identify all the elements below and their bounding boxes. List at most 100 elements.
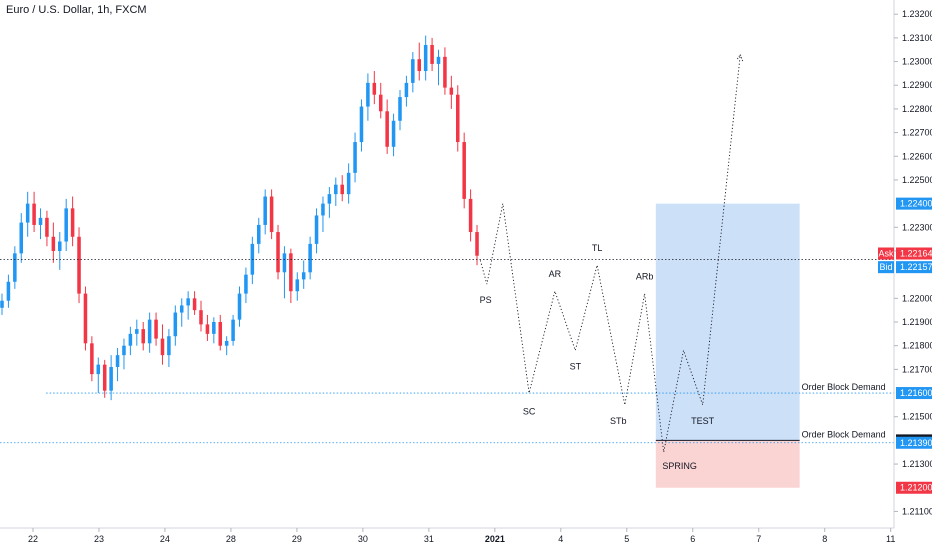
annotation-ps: PS (480, 295, 492, 305)
candle (192, 291, 197, 315)
candle (0, 293, 4, 315)
candle (404, 75, 409, 107)
stop-zone (655, 440, 800, 488)
order-block-label: Order Block Demand (802, 429, 886, 439)
candle-body (128, 333, 133, 346)
candle (147, 312, 152, 353)
time-tick-label: 22 (28, 534, 38, 544)
candle-body (224, 340, 229, 346)
price-tag-value: 1.21600 (900, 388, 932, 398)
candle-body (366, 82, 370, 107)
candle (417, 42, 422, 81)
time-axis[interactable]: 22 23 24 28 29 30 31 2021 4 5 6 7 8 11 (0, 527, 895, 544)
candle-body (462, 142, 466, 199)
candle (257, 217, 261, 254)
candle (327, 187, 332, 218)
candle (244, 267, 248, 304)
candle-body (25, 203, 30, 223)
candle-body (327, 194, 332, 204)
candle-body (160, 338, 165, 356)
candle (346, 163, 351, 204)
price-tag-bg (896, 436, 932, 449)
candle-body (199, 310, 203, 325)
candle-body (340, 184, 344, 195)
candle-body (417, 59, 422, 72)
price-tag-bg (896, 247, 932, 260)
price-tag-label-bg (878, 261, 894, 274)
candle (263, 189, 267, 235)
price-tag-label: Ask (878, 249, 894, 259)
candle-body (45, 217, 49, 237)
candle (301, 260, 306, 289)
arrow-head (736, 53, 744, 62)
candle-body (192, 298, 197, 311)
price-tick-label: 1.21800 (902, 341, 932, 351)
price-tick-label: 1.21500 (902, 412, 932, 422)
annotation-st: ST (570, 361, 582, 371)
candle-body (231, 319, 235, 341)
candle-body (179, 305, 184, 313)
candle-body (147, 319, 152, 344)
candle (366, 73, 370, 121)
candle-body (455, 94, 460, 143)
candle (212, 317, 216, 344)
annotation-spring: SPRING (662, 461, 697, 471)
candle-body (385, 111, 389, 147)
candle (160, 324, 165, 365)
candle-body (58, 241, 62, 251)
candle (173, 305, 178, 346)
order-block-label: Order Block Demand (802, 382, 886, 392)
candle (359, 99, 364, 152)
price-tick-label: 1.22700 (902, 128, 932, 138)
time-tick-label: 23 (94, 534, 104, 544)
candle (237, 286, 242, 327)
candle-body (359, 106, 364, 143)
price-tick-label: 1.21900 (902, 317, 932, 327)
candle (423, 35, 428, 81)
price-tick-label: 1.21100 (902, 506, 932, 516)
candle (77, 227, 81, 304)
candle-body (115, 355, 120, 367)
candle (51, 222, 56, 263)
time-tick-label: 30 (358, 534, 368, 544)
price-tag-value: 1.22400 (900, 199, 932, 209)
candle (199, 300, 203, 332)
candle (340, 175, 344, 202)
position-zones (655, 203, 800, 488)
candle (167, 329, 171, 367)
price-axis[interactable]: 1.23200 1.23100 1.23000 1.22900 1.22800 1.227… (893, 0, 932, 528)
candle (135, 319, 139, 346)
wyckoff-annotations: PS SC AR ST TL STb ARb SPRING TEST (480, 243, 715, 471)
candle (443, 47, 447, 95)
candle (102, 359, 107, 398)
price-tag: Bid 1.22157 (878, 261, 932, 274)
time-tick-label: 6 (690, 534, 695, 544)
candle-body (468, 198, 473, 233)
candle (45, 210, 49, 247)
candle-body (334, 184, 338, 195)
candle-body (122, 345, 126, 356)
candle (128, 326, 133, 356)
price-tag-label: Bid (879, 262, 892, 272)
candle-body (212, 322, 216, 334)
candle-body (321, 203, 325, 216)
candle-body (301, 272, 306, 280)
price-tag: 1.21390 (896, 436, 932, 449)
candle-body (0, 300, 4, 308)
price-tick-label: 1.22800 (902, 104, 932, 114)
price-tick-label: 1.21300 (902, 459, 932, 469)
candle (276, 224, 280, 280)
price-tag-value: 1.21390 (900, 438, 932, 448)
candle-body (282, 253, 287, 273)
annotation-stb: STb (610, 416, 627, 426)
reference-lines: Order Block Demand Order Block Demand (0, 259, 894, 444)
candle (224, 336, 229, 356)
candle (436, 49, 441, 86)
candle-body (70, 208, 75, 237)
time-tick-label: 31 (424, 534, 434, 544)
candle-body (32, 203, 36, 225)
candle (250, 236, 255, 285)
candle (455, 85, 460, 152)
price-tick-label: 1.22600 (902, 151, 932, 161)
